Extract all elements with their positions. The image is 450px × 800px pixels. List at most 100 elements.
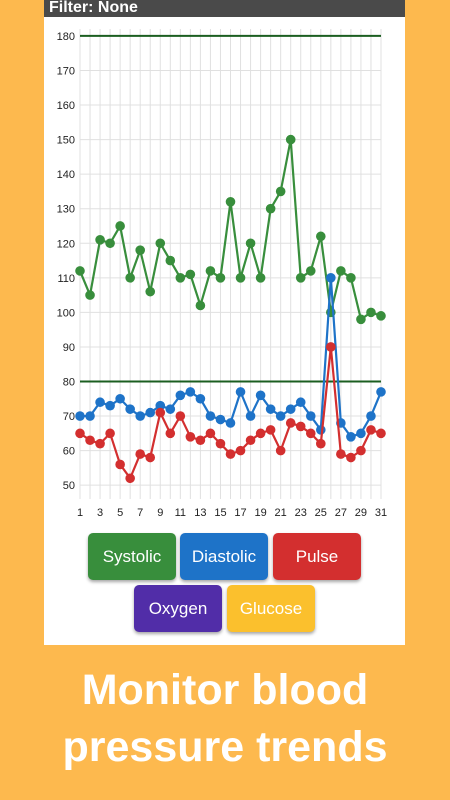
data-point (376, 428, 386, 439)
data-point (245, 238, 256, 249)
data-point (255, 428, 266, 439)
data-point (366, 425, 376, 435)
diastolic-button[interactable]: Diastolic (180, 533, 268, 580)
x-tick-label: 21 (275, 507, 287, 519)
data-point (175, 411, 186, 421)
data-point (155, 400, 166, 411)
data-point (185, 431, 196, 442)
data-point (336, 266, 346, 276)
filter-status[interactable]: Filter: None (44, 0, 405, 17)
y-tick-label: 70 (63, 411, 75, 423)
data-point (115, 393, 125, 404)
data-point (195, 300, 206, 311)
data-point (95, 235, 105, 245)
data-point (316, 231, 326, 242)
data-point (215, 273, 226, 283)
data-point (275, 411, 286, 421)
y-tick-label: 160 (57, 100, 75, 112)
x-tick-label: 1 (77, 507, 83, 519)
data-point (295, 273, 306, 283)
y-tick-label: 120 (57, 238, 75, 250)
data-point (125, 404, 135, 414)
data-point (185, 269, 196, 280)
data-point (175, 390, 186, 401)
data-point (195, 435, 206, 446)
oxygen-button[interactable]: Oxygen (134, 585, 222, 632)
y-tick-label: 100 (57, 307, 75, 319)
data-point (75, 411, 85, 421)
x-tick-label: 13 (194, 507, 206, 519)
data-point (305, 428, 316, 439)
data-point (275, 186, 286, 197)
data-point (145, 407, 156, 418)
x-tick-label: 27 (335, 507, 347, 519)
data-point (145, 452, 156, 463)
data-point (155, 238, 166, 249)
y-tick-label: 140 (57, 169, 75, 181)
data-point (285, 134, 296, 145)
y-tick-label: 60 (63, 446, 75, 458)
data-point (125, 473, 135, 484)
data-point (346, 273, 356, 283)
data-point (185, 387, 196, 397)
data-point (215, 414, 226, 425)
data-point (245, 435, 256, 446)
data-point (346, 452, 356, 463)
data-point (366, 307, 376, 318)
data-point (295, 397, 306, 408)
data-point (376, 311, 386, 321)
data-point (235, 387, 246, 397)
x-tick-label: 25 (315, 507, 327, 519)
x-tick-label: 11 (175, 507, 186, 519)
data-point (85, 411, 95, 421)
y-tick-label: 180 (57, 31, 75, 43)
data-point (95, 438, 105, 449)
x-tick-label: 15 (214, 507, 226, 519)
chart-card: Filter: None 50 60 70 80 90 100 110 120 130 140 15… (44, 0, 405, 645)
systolic-button[interactable]: Systolic (88, 533, 176, 580)
y-tick-label: 90 (63, 342, 75, 354)
data-point (165, 404, 176, 414)
x-tick-label: 9 (157, 507, 163, 519)
y-tick-label: 170 (57, 65, 75, 77)
x-tick-label: 17 (234, 507, 246, 519)
data-point (75, 428, 85, 439)
data-point (145, 286, 156, 297)
data-point (265, 425, 276, 435)
data-point (105, 428, 115, 439)
data-point (195, 393, 206, 404)
data-point (115, 221, 125, 231)
data-point (165, 428, 176, 439)
data-point (255, 273, 266, 283)
data-point (326, 342, 336, 352)
data-point (205, 411, 216, 421)
data-point (85, 290, 95, 300)
headline-line-2: pressure trends (62, 723, 388, 771)
data-point (225, 418, 236, 428)
x-tick-label: 3 (97, 507, 103, 519)
data-point (225, 196, 236, 207)
data-point (346, 431, 356, 442)
pulse-button[interactable]: Pulse (273, 533, 361, 580)
glucose-button[interactable]: Glucose (227, 585, 315, 632)
data-point (376, 387, 386, 397)
data-point (95, 397, 105, 408)
data-point (356, 428, 366, 439)
data-point (75, 266, 85, 276)
x-tick-label: 29 (355, 507, 367, 519)
data-point (265, 404, 276, 414)
data-point (135, 245, 145, 255)
data-point (235, 273, 246, 283)
y-tick-label: 50 (63, 480, 75, 492)
data-point (285, 404, 296, 414)
data-point (305, 266, 316, 276)
data-point (105, 400, 115, 411)
y-tick-label: 130 (57, 204, 75, 216)
data-point (175, 273, 186, 283)
data-point (225, 449, 236, 459)
data-point (155, 407, 166, 418)
data-point (295, 421, 306, 432)
data-point (135, 449, 145, 459)
data-point (356, 314, 366, 325)
